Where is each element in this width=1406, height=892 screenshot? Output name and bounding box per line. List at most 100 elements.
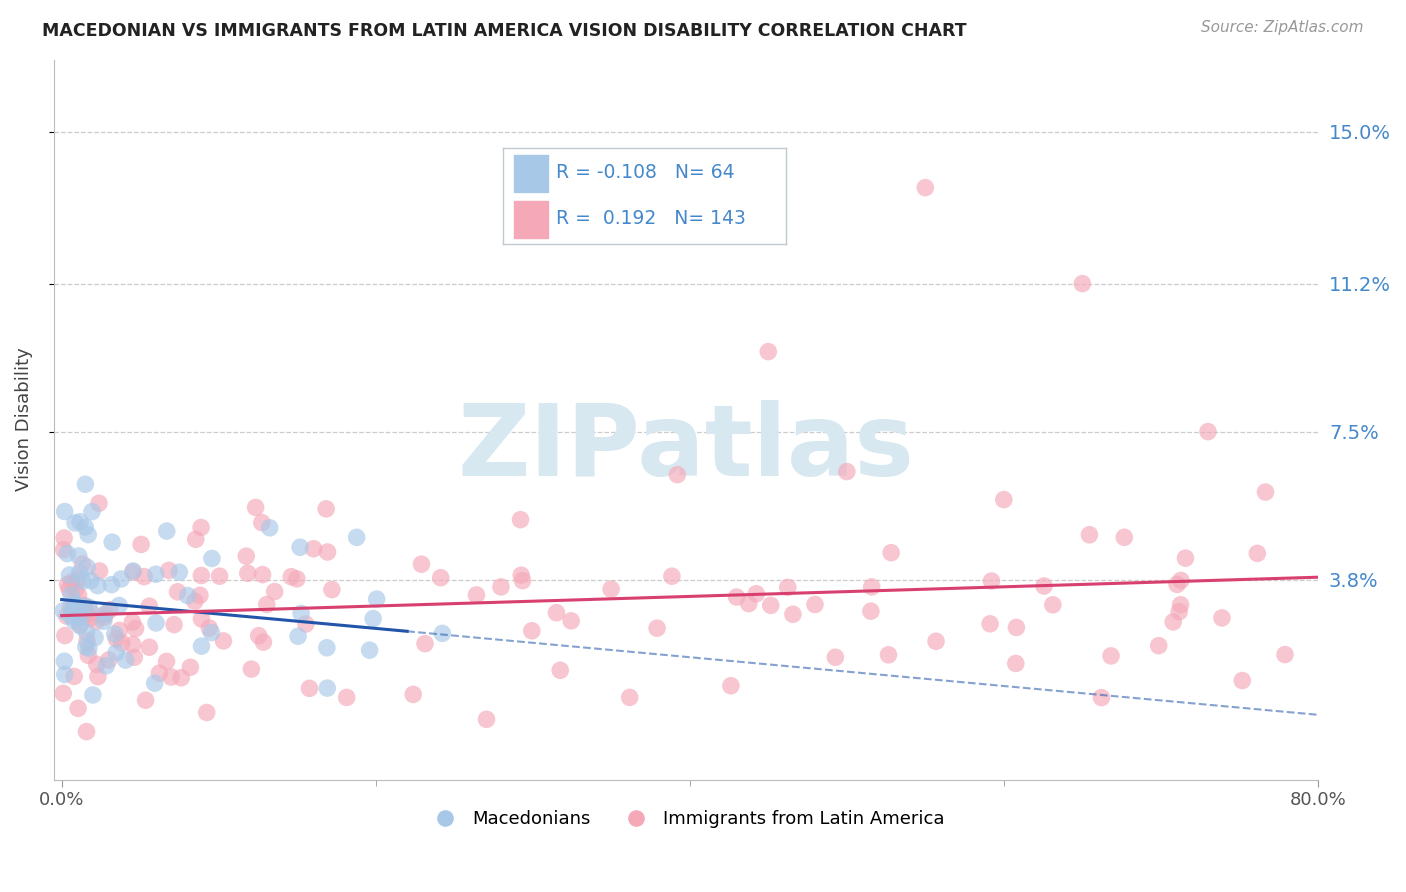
Point — [77, 648, 100, 663]
Point — [190, 568, 212, 582]
Point — [925, 634, 948, 648]
Point — [776, 580, 799, 594]
Point — [824, 650, 846, 665]
Point — [429, 571, 451, 585]
Point — [60, 575, 83, 590]
Point — [143, 676, 166, 690]
Point — [993, 492, 1015, 507]
Point — [55, 609, 77, 624]
Point — [1114, 530, 1136, 544]
Point — [135, 693, 157, 707]
Point — [520, 624, 543, 638]
Point — [1246, 546, 1268, 560]
Point — [725, 590, 748, 604]
Point — [560, 614, 582, 628]
Point — [250, 516, 273, 530]
Point — [53, 504, 76, 518]
Point — [366, 592, 388, 607]
Point — [104, 627, 127, 641]
Point — [256, 598, 278, 612]
Point — [1005, 620, 1028, 634]
Point — [129, 537, 152, 551]
Point — [346, 530, 368, 544]
Point — [600, 582, 623, 596]
Point — [148, 666, 170, 681]
Point — [661, 569, 683, 583]
Point — [86, 579, 108, 593]
Point — [56, 547, 79, 561]
Point — [105, 632, 128, 646]
Point — [1168, 605, 1191, 619]
Point — [124, 650, 146, 665]
Point — [60, 604, 83, 618]
Point — [69, 617, 91, 632]
Point — [67, 588, 90, 602]
Point — [546, 606, 568, 620]
Point — [1274, 648, 1296, 662]
Point — [336, 690, 359, 705]
Point — [208, 569, 231, 583]
Point — [108, 624, 131, 638]
Point — [66, 573, 89, 587]
Point — [52, 542, 75, 557]
Legend: Macedonians, Immigrants from Latin America: Macedonians, Immigrants from Latin Ameri… — [420, 803, 952, 836]
Point — [201, 551, 224, 566]
Point — [77, 641, 100, 656]
Point — [93, 614, 115, 628]
Point — [69, 566, 91, 580]
Point — [619, 690, 641, 705]
Point — [756, 344, 779, 359]
Point — [114, 653, 136, 667]
Point — [98, 603, 121, 617]
Point — [914, 180, 936, 194]
Point — [75, 520, 97, 534]
Point — [73, 599, 96, 614]
Point — [138, 599, 160, 614]
Point — [236, 566, 259, 581]
Point — [745, 587, 768, 601]
Point — [804, 598, 827, 612]
Point — [188, 588, 211, 602]
Point — [1170, 598, 1192, 612]
Point — [53, 654, 76, 668]
Point — [190, 612, 212, 626]
Point — [111, 636, 134, 650]
Point — [76, 634, 98, 648]
Point — [75, 477, 97, 491]
Point — [315, 501, 337, 516]
Text: R =  0.192   N= 143: R = 0.192 N= 143 — [557, 210, 747, 228]
Point — [93, 610, 115, 624]
Point — [411, 557, 433, 571]
Point — [666, 467, 689, 482]
Point — [1211, 611, 1233, 625]
Point — [110, 572, 132, 586]
Point — [316, 545, 339, 559]
Point — [252, 567, 274, 582]
Point — [195, 706, 218, 720]
Point — [97, 653, 120, 667]
Point — [170, 671, 193, 685]
Point — [76, 724, 98, 739]
Point — [53, 629, 76, 643]
Point — [69, 515, 91, 529]
Point — [1166, 577, 1188, 591]
Point — [1147, 639, 1170, 653]
Point — [100, 578, 122, 592]
Point — [1170, 574, 1192, 588]
Point — [138, 640, 160, 655]
Point — [509, 513, 531, 527]
Point — [58, 568, 80, 582]
Point — [1174, 551, 1197, 566]
Point — [67, 549, 90, 563]
Point — [287, 629, 309, 643]
Point — [359, 643, 381, 657]
Point — [432, 626, 454, 640]
Bar — [515, 155, 548, 192]
Point — [87, 670, 110, 684]
Point — [835, 465, 858, 479]
Point — [179, 660, 201, 674]
Point — [73, 599, 96, 613]
Point — [759, 599, 782, 613]
Point — [212, 634, 235, 648]
Point — [59, 609, 82, 624]
